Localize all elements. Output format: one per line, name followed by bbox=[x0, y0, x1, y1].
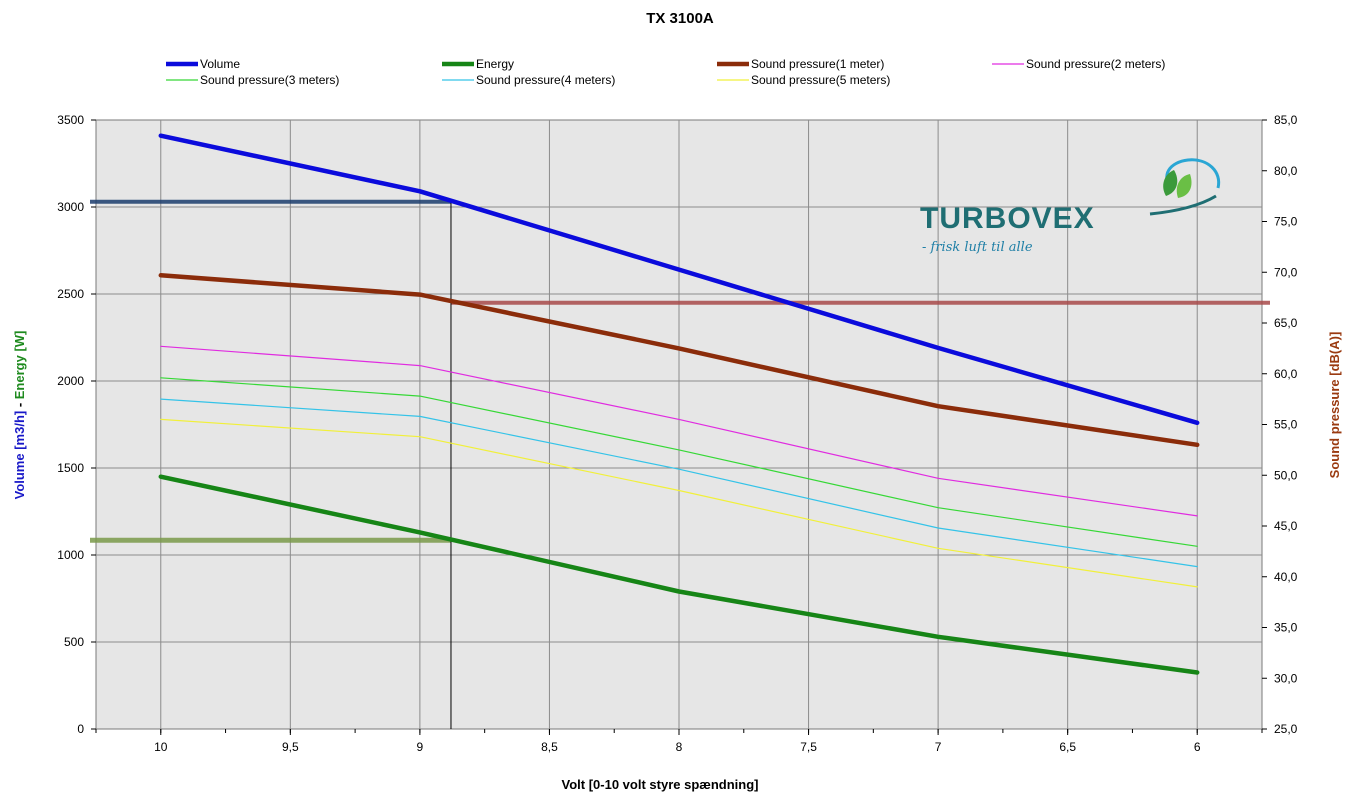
axis-label-separator: - bbox=[12, 399, 27, 411]
logo-tagline: - frisk luft til alle bbox=[922, 240, 1033, 255]
legend-label: Energy bbox=[476, 57, 514, 71]
series-line-sound-pressure-3-meters bbox=[160, 377, 1198, 547]
x-tick-label: 8 bbox=[676, 740, 683, 754]
x-tick-label: 6,5 bbox=[1059, 740, 1076, 754]
y-tick-label-left: 3000 bbox=[57, 200, 84, 214]
x-tick-label: 9,5 bbox=[282, 740, 299, 754]
y-tick-label-right: 65,0 bbox=[1274, 316, 1298, 330]
x-tick-label: 8,5 bbox=[541, 740, 558, 754]
grid bbox=[96, 120, 1262, 729]
y-tick-label-right: 35,0 bbox=[1274, 621, 1298, 635]
x-tick-label: 6 bbox=[1194, 740, 1201, 754]
right-axis-title: Sound pressure [dB(A)] bbox=[1327, 332, 1342, 479]
y-tick-label-right: 70,0 bbox=[1274, 265, 1298, 279]
series-line-volume bbox=[158, 133, 1200, 426]
left-axis-title: Volume [m3/h] - Energy [W] bbox=[12, 331, 27, 500]
series-line-sound-pressure-5-meters bbox=[160, 418, 1198, 588]
x-tick-label: 9 bbox=[417, 740, 424, 754]
x-tick-label: 7 bbox=[935, 740, 942, 754]
energy-axis-label: Energy [W] bbox=[12, 331, 27, 400]
y-tick-label-left: 1500 bbox=[57, 461, 84, 475]
x-axis-title: Volt [0-10 volt styre spændning] bbox=[562, 777, 759, 792]
y-tick-label-left: 0 bbox=[77, 722, 84, 736]
y-tick-label-right: 25,0 bbox=[1274, 722, 1298, 736]
x-tick-label: 10 bbox=[154, 740, 168, 754]
y-tick-label-right: 30,0 bbox=[1274, 671, 1298, 685]
series-line-energy bbox=[158, 474, 1200, 675]
y-tick-label-right: 40,0 bbox=[1274, 570, 1298, 584]
turbovex-logo: TURBOVEX - frisk luft til alle bbox=[920, 158, 1221, 255]
legend: Volume Energy Sound pressure(1 meter) Sound… bbox=[166, 57, 1165, 87]
volume-axis-label: Volume [m3/h] bbox=[12, 411, 27, 500]
legend-label: Sound pressure(1 meter) bbox=[751, 57, 884, 71]
y-tick-label-left: 3500 bbox=[57, 113, 84, 127]
y-tick-label-left: 1000 bbox=[57, 548, 84, 562]
series-group bbox=[158, 133, 1200, 675]
y-tick-label-left: 2500 bbox=[57, 287, 84, 301]
logo-wordmark: TURBOVEX bbox=[920, 202, 1095, 235]
series-line-sound-pressure-4-meters bbox=[160, 398, 1198, 568]
y-tick-label-left: 2000 bbox=[57, 374, 84, 388]
y-tick-label-right: 45,0 bbox=[1274, 519, 1298, 533]
series-line-sound-pressure-2-meters bbox=[160, 345, 1198, 517]
legend-label: Sound pressure(3 meters) bbox=[200, 73, 339, 87]
y-tick-label-right: 50,0 bbox=[1274, 468, 1298, 482]
x-tick-label: 7,5 bbox=[800, 740, 817, 754]
y-tick-label-right: 55,0 bbox=[1274, 418, 1298, 432]
legend-label: Sound pressure(2 meters) bbox=[1026, 57, 1165, 71]
y-tick-label-right: 60,0 bbox=[1274, 367, 1298, 381]
chart-title: TX 3100A bbox=[646, 10, 714, 27]
series-line-sound-pressure-1-meter bbox=[158, 273, 1200, 448]
legend-label: Volume bbox=[200, 57, 240, 71]
leaf-swirl-icon bbox=[1149, 158, 1221, 216]
y-tick-label-right: 85,0 bbox=[1274, 113, 1298, 127]
y-tick-label-left: 500 bbox=[64, 635, 84, 649]
y-tick-label-right: 75,0 bbox=[1274, 215, 1298, 229]
legend-label: Sound pressure(4 meters) bbox=[476, 73, 615, 87]
axis-ticks: 0 500 1000 1500 2000 2500 3000 3500 25,0 30,0 35,0… bbox=[57, 113, 1297, 754]
y-tick-label-right: 80,0 bbox=[1274, 164, 1298, 178]
reference-lines bbox=[90, 199, 1270, 729]
legend-label: Sound pressure(5 meters) bbox=[751, 73, 890, 87]
